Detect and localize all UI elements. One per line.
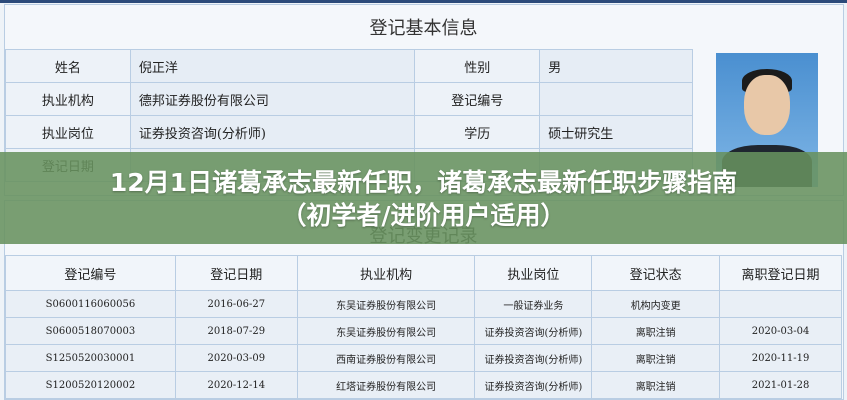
field-label: 登记编号	[414, 82, 541, 116]
banner-title-line1: 12月1日诸葛承志最新任职，诸葛承志最新任职步骤指南	[109, 168, 738, 197]
table-cell: S0600518070003	[5, 317, 176, 345]
table-cell: 2016-06-27	[174, 290, 298, 318]
table-cell: 东吴证券股份有限公司	[296, 317, 476, 345]
table-row: S1200520120002 2020-12-14 红塔证券股份有限公司 证券投资咨询…	[5, 371, 842, 399]
column-header: 离职登记日期	[719, 255, 842, 291]
column-header: 登记状态	[591, 255, 721, 291]
table-cell: S1200520120002	[5, 371, 176, 399]
table-cell: 东吴证券股份有限公司	[296, 290, 476, 318]
field-value: 证券投资咨询(分析师)	[129, 115, 416, 149]
basic-info-title: 登记基本信息	[369, 18, 478, 39]
field-value	[539, 82, 693, 116]
table-cell: 西南证券股份有限公司	[296, 344, 476, 372]
field-value: 倪正洋	[129, 49, 416, 83]
info-row: 执业机构 德邦证券股份有限公司 登记编号	[5, 82, 693, 116]
change-record-table: 登记编号 登记日期 执业机构 执业岗位 登记状态 离职登记日期 S0600116060056…	[5, 255, 842, 399]
info-row: 执业岗位 证券投资咨询(分析师) 学历 硕士研究生	[5, 115, 693, 149]
table-cell: 机构内变更	[591, 290, 721, 318]
field-label: 执业岗位	[5, 115, 131, 149]
column-header: 登记日期	[174, 255, 298, 291]
table-cell: 2020-03-09	[174, 344, 298, 372]
banner-title-line2: （初学者/进阶用户适用）	[281, 201, 566, 230]
field-label: 执业机构	[5, 82, 131, 116]
field-label: 性别	[414, 49, 541, 83]
table-cell: 离职注销	[591, 317, 721, 345]
field-value: 硕士研究生	[539, 115, 693, 149]
table-cell: 证券投资咨询(分析师)	[474, 344, 593, 372]
table-row: S0600518070003 2018-07-29 东吴证券股份有限公司 证券投资咨询…	[5, 317, 842, 345]
table-cell: 2020-12-14	[174, 371, 298, 399]
column-header: 登记编号	[5, 255, 176, 291]
column-header: 执业机构	[296, 255, 476, 291]
table-cell: 红塔证券股份有限公司	[296, 371, 476, 399]
field-value: 德邦证券股份有限公司	[129, 82, 416, 116]
column-header: 执业岗位	[474, 255, 593, 291]
table-cell: 2018-07-29	[174, 317, 298, 345]
table-row: S1250520030001 2020-03-09 西南证券股份有限公司 证券投资咨询…	[5, 344, 842, 372]
field-label: 学历	[414, 115, 541, 149]
top-bar	[0, 0, 847, 3]
table-cell: 证券投资咨询(分析师)	[474, 371, 593, 399]
table-cell: 一般证券业务	[474, 290, 593, 318]
table-cell: 离职注销	[591, 344, 721, 372]
table-cell: 2020-03-04	[719, 317, 842, 345]
table-cell: 2021-01-28	[719, 371, 842, 399]
table-header: 登记编号 登记日期 执业机构 执业岗位 登记状态 离职登记日期	[5, 255, 842, 291]
table-cell: 证券投资咨询(分析师)	[474, 317, 593, 345]
table-row: S0600116060056 2016-06-27 东吴证券股份有限公司 一般证券业务…	[5, 290, 842, 318]
table-cell: 2020-11-19	[719, 344, 842, 372]
field-label: 姓名	[5, 49, 131, 83]
table-cell: S1250520030001	[5, 344, 176, 372]
info-row: 姓名 倪正洋 性别男	[5, 49, 693, 83]
table-cell	[719, 290, 842, 318]
title-banner: 12月1日诸葛承志最新任职，诸葛承志最新任职步骤指南 （初学者/进阶用户适用）	[0, 152, 847, 244]
field-value: 男	[539, 49, 693, 83]
table-cell: 离职注销	[591, 371, 721, 399]
table-cell: S0600116060056	[5, 290, 176, 318]
